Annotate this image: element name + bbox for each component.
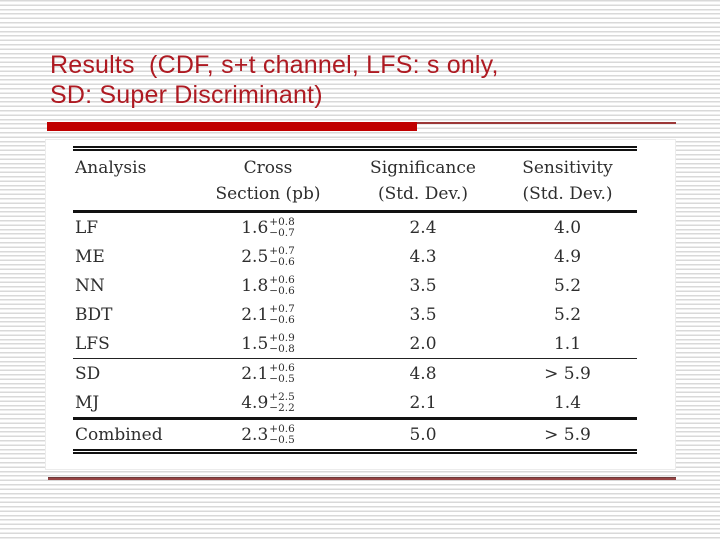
table-bottom-rule — [73, 449, 637, 454]
significance-cell: 3.5 — [409, 275, 437, 296]
significance-cell: 4.8 — [409, 363, 437, 384]
significance-cell: 4.3 — [409, 246, 437, 267]
uncertainty: +0.7 −0.6 — [269, 302, 295, 326]
cross-section-cell: 4.9 +2.5 −2.2 — [241, 390, 295, 414]
cross-section-cell: 2.1 +0.6 −0.5 — [241, 361, 295, 385]
significance-cell: 5.0 — [409, 424, 437, 445]
sensitivity-cell: > 5.9 — [544, 363, 591, 384]
sensitivity-cell: 5.2 — [553, 304, 582, 325]
uncertainty: +0.6 −0.6 — [269, 273, 295, 297]
footer-divider-line — [48, 477, 676, 480]
header-bottom-rule — [73, 210, 637, 213]
cross-section-cell: 2.5 +0.7 −0.6 — [241, 244, 295, 268]
table-row: ME 2.5 +0.7 −0.6 4.3 4.9 — [73, 242, 637, 271]
significance-cell: 3.5 — [409, 304, 437, 325]
uncertainty: +0.9 −0.8 — [269, 331, 295, 355]
analysis-cell: Combined — [75, 424, 163, 445]
header-cross-section: Cross Section (pb) — [215, 158, 321, 204]
table-row: NN 1.8 +0.6 −0.6 3.5 5.2 — [73, 271, 637, 300]
uncertainty: +0.6 −0.5 — [269, 361, 295, 385]
uncertainty: +0.7 −0.6 — [269, 244, 295, 268]
title-underline-bar — [47, 122, 417, 131]
table-row: LF 1.6 +0.8 −0.7 2.4 4.0 — [73, 213, 637, 242]
analysis-cell: LFS — [75, 333, 110, 354]
slide-title: Results (CDF, s+t channel, LFS: s only, … — [50, 50, 670, 110]
uncertainty: +2.5 −2.2 — [269, 390, 295, 414]
table-header-row: Analysis Cross Section (pb) Significance… — [73, 151, 637, 210]
significance-cell: 2.4 — [409, 217, 437, 238]
cross-section-cell: 2.3 +0.6 −0.5 — [241, 422, 295, 446]
cross-section-cell: 1.6 +0.8 −0.7 — [241, 215, 295, 239]
sensitivity-cell: 1.1 — [553, 333, 582, 354]
analysis-cell: SD — [75, 363, 101, 384]
header-sensitivity: Sensitivity (Std. Dev.) — [522, 158, 613, 204]
table-row: MJ 4.9 +2.5 −2.2 2.1 1.4 — [73, 388, 637, 417]
table-row: Combined 2.3 +0.6 −0.5 5.0 > 5.9 — [73, 420, 637, 449]
combined-separator-rule — [73, 417, 637, 420]
header-analysis: Analysis — [75, 158, 147, 178]
table-top-rule — [73, 146, 637, 151]
sensitivity-cell: 5.2 — [553, 275, 582, 296]
header-significance: Significance (Std. Dev.) — [370, 158, 476, 204]
sensitivity-cell: 1.4 — [553, 392, 582, 413]
analysis-cell: MJ — [75, 392, 100, 413]
analysis-cell: ME — [75, 246, 105, 267]
table-row: SD 2.1 +0.6 −0.5 4.8 > 5.9 — [73, 359, 637, 388]
cross-section-cell: 1.5 +0.9 −0.8 — [241, 331, 295, 355]
analysis-cell: NN — [75, 275, 105, 296]
uncertainty: +0.6 −0.5 — [269, 422, 295, 446]
analysis-cell: BDT — [75, 304, 113, 325]
sensitivity-cell: 4.0 — [553, 217, 582, 238]
cross-section-cell: 2.1 +0.7 −0.6 — [241, 302, 295, 326]
table-row: LFS 1.5 +0.9 −0.8 2.0 1.1 — [73, 329, 637, 358]
group-separator-rule — [73, 358, 637, 359]
sensitivity-cell: 4.9 — [553, 246, 582, 267]
significance-cell: 2.0 — [409, 333, 437, 354]
cross-section-cell: 1.8 +0.6 −0.6 — [241, 273, 295, 297]
results-table: Analysis Cross Section (pb) Significance… — [73, 146, 637, 454]
content-panel: Analysis Cross Section (pb) Significance… — [45, 139, 676, 470]
sensitivity-cell: > 5.9 — [544, 424, 591, 445]
significance-cell: 2.1 — [409, 392, 437, 413]
slide-title-line1: Results (CDF, s+t channel, LFS: s only, — [50, 51, 499, 79]
title-underline-thin-line — [417, 122, 676, 124]
slide-title-line2: SD: Super Discriminant) — [50, 81, 323, 109]
analysis-cell: LF — [75, 217, 99, 238]
uncertainty: +0.8 −0.7 — [269, 215, 295, 239]
table-row: BDT 2.1 +0.7 −0.6 3.5 5.2 — [73, 300, 637, 329]
